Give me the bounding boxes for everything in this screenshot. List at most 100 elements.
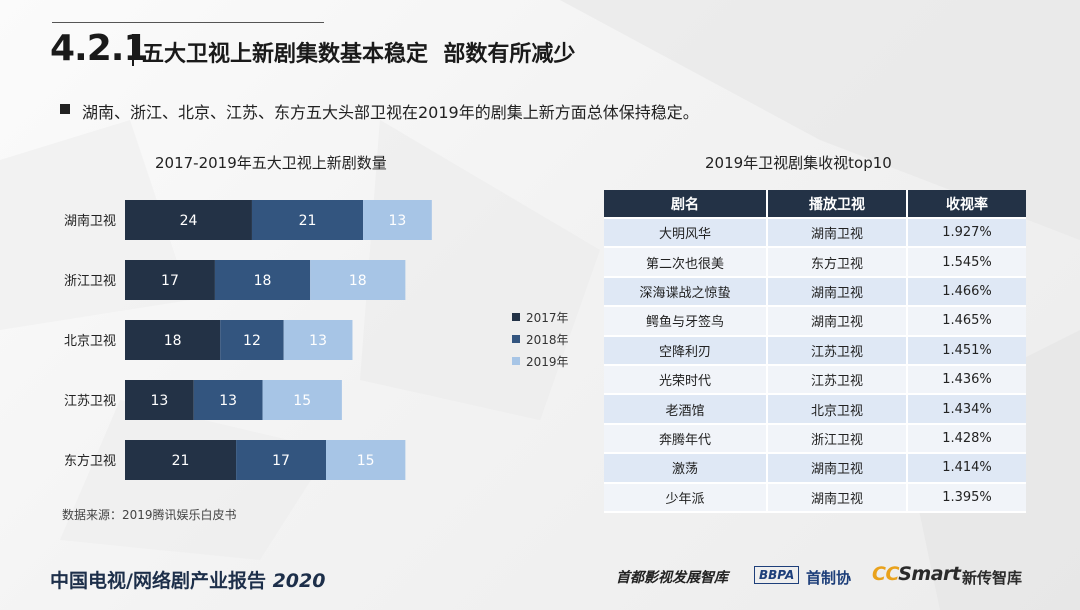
cell-drama: 鳄鱼与牙签鸟	[604, 307, 768, 337]
bar-segment	[220, 320, 284, 360]
header-rule	[52, 22, 324, 23]
bar-value-label: 13	[150, 393, 168, 409]
legend-swatch	[512, 313, 520, 321]
legend-swatch	[512, 335, 520, 343]
cell-rating: 1.465%	[908, 307, 1026, 337]
category-label: 北京卫视	[64, 334, 116, 349]
legend-label: 2018年	[526, 332, 569, 347]
stacked-bar-chart: 湖南卫视 24 21 13 浙江卫视 17 18 18 北京卫视 18 12 13 江苏卫视 13 13 15…	[64, 200, 432, 480]
cell-rating: 1.927%	[908, 219, 1026, 249]
cell-drama: 激荡	[604, 454, 768, 484]
table-header-row: 剧名 播放卫视 收视率	[604, 190, 1026, 219]
cell-channel: 江苏卫视	[768, 365, 908, 396]
cell-rating: 1.428%	[908, 424, 1026, 455]
cell-channel: 湖南卫视	[768, 219, 908, 249]
ccsmart-logo: CCSmart	[872, 563, 961, 585]
bar-value-label: 13	[219, 393, 237, 409]
source-note: 数据来源：2019腾讯娱乐白皮书	[62, 508, 237, 522]
chart-title: 2017-2019年五大卫视上新剧数量	[155, 154, 387, 172]
table-row: 激荡 湖南卫视 1.414%	[604, 454, 1026, 484]
bar-segment	[262, 380, 342, 420]
section-divider	[132, 34, 134, 66]
bullet-square-icon	[60, 104, 70, 114]
cell-rating: 1.414%	[908, 454, 1026, 484]
bar-segment	[326, 440, 406, 480]
bar-segment	[251, 200, 364, 240]
legend-swatch	[512, 357, 520, 365]
cell-rating: 1.451%	[908, 336, 1026, 366]
bar-value-label: 13	[309, 333, 327, 349]
cell-channel: 江苏卫视	[768, 336, 908, 366]
table-row: 深海谍战之惊蛰 湖南卫视 1.466%	[604, 277, 1026, 308]
cell-rating: 1.434%	[908, 395, 1026, 425]
cell-channel: 东方卫视	[768, 248, 908, 278]
cell-drama: 光荣时代	[604, 365, 768, 396]
bar-value-label: 15	[293, 393, 311, 409]
bar-segment	[214, 260, 311, 300]
cell-drama: 少年派	[604, 483, 768, 513]
legend-item-2018: 2018年	[512, 328, 569, 350]
cell-drama: 老酒馆	[604, 395, 768, 425]
bar-segment	[125, 200, 252, 240]
cell-channel: 湖南卫视	[768, 277, 908, 308]
col-header-rating: 收视率	[908, 190, 1026, 219]
bar-value-label: 15	[357, 453, 375, 469]
bar-value-label: 13	[389, 213, 407, 229]
bar-segment	[283, 320, 353, 360]
bar-segment	[310, 260, 406, 300]
cell-channel: 浙江卫视	[768, 424, 908, 455]
legend-label: 2017年	[526, 310, 569, 325]
cell-drama: 深海谍战之惊蛰	[604, 277, 768, 308]
bar-value-label: 24	[180, 213, 198, 229]
table-row: 大明风华 湖南卫视 1.927%	[604, 219, 1026, 249]
brand-think-tank: 首都影视发展智库	[616, 570, 728, 586]
ccsmart-logo-cc: CC	[872, 563, 899, 585]
cell-rating: 1.436%	[908, 365, 1026, 396]
ccsmart-name: 新传智库	[962, 569, 1023, 587]
bar-value-label: 12	[243, 333, 261, 349]
bar-segment	[125, 380, 194, 420]
cell-rating: 1.395%	[908, 483, 1026, 513]
bar-value-label: 18	[164, 333, 182, 349]
section-title: 五大卫视上新剧集数基本稳定 部数有所减少	[142, 42, 576, 67]
table-row: 空降利刃 江苏卫视 1.451%	[604, 336, 1026, 366]
category-label: 东方卫视	[64, 453, 116, 469]
bar-segment	[125, 320, 221, 360]
cell-drama: 大明风华	[604, 219, 768, 249]
bbpa-name: 首制协	[806, 569, 852, 587]
cell-channel: 北京卫视	[768, 395, 908, 425]
legend-item-2017: 2017年	[512, 306, 569, 328]
report-title: 中国电视/网络剧产业报告 2020	[50, 566, 325, 593]
cell-channel: 湖南卫视	[768, 483, 908, 513]
legend-label: 2019年	[526, 354, 569, 369]
cell-channel: 湖南卫视	[768, 454, 908, 484]
table-row: 鳄鱼与牙签鸟 湖南卫视 1.465%	[604, 307, 1026, 337]
bar-segment	[236, 440, 327, 480]
cell-drama: 奔腾年代	[604, 424, 768, 455]
cell-drama: 第二次也很美	[604, 248, 768, 278]
bar-segment	[125, 440, 237, 480]
category-label: 浙江卫视	[64, 274, 116, 289]
table-row: 老酒馆 北京卫视 1.434%	[604, 395, 1026, 425]
cell-channel: 湖南卫视	[768, 307, 908, 337]
bar-segment	[193, 380, 263, 420]
report-year: 2020	[272, 570, 326, 592]
legend-item-2019: 2019年	[512, 350, 569, 372]
cell-rating: 1.545%	[908, 248, 1026, 278]
lead-text: 湖南、浙江、北京、江苏、东方五大头部卫视在2019年的剧集上新方面总体保持稳定。	[82, 103, 699, 122]
cell-rating: 1.466%	[908, 277, 1026, 308]
chart-legend: 2017年 2018年 2019年	[512, 306, 569, 372]
table-row: 光荣时代 江苏卫视 1.436%	[604, 365, 1026, 396]
cell-drama: 空降利刃	[604, 336, 768, 366]
bar-value-label: 17	[272, 453, 290, 469]
bbpa-logo: BBPA	[754, 566, 800, 584]
table-row: 奔腾年代 浙江卫视 1.428%	[604, 424, 1026, 455]
col-header-drama: 剧名	[604, 190, 768, 219]
bar-value-label: 18	[254, 273, 272, 289]
table-row: 少年派 湖南卫视 1.395%	[604, 483, 1026, 513]
bar-value-label: 17	[161, 273, 179, 289]
bar-value-label: 21	[299, 213, 317, 229]
table-row: 第二次也很美 东方卫视 1.545%	[604, 248, 1026, 278]
report-title-text: 中国电视/网络剧产业报告	[50, 570, 273, 592]
category-label: 湖南卫视	[64, 213, 116, 229]
